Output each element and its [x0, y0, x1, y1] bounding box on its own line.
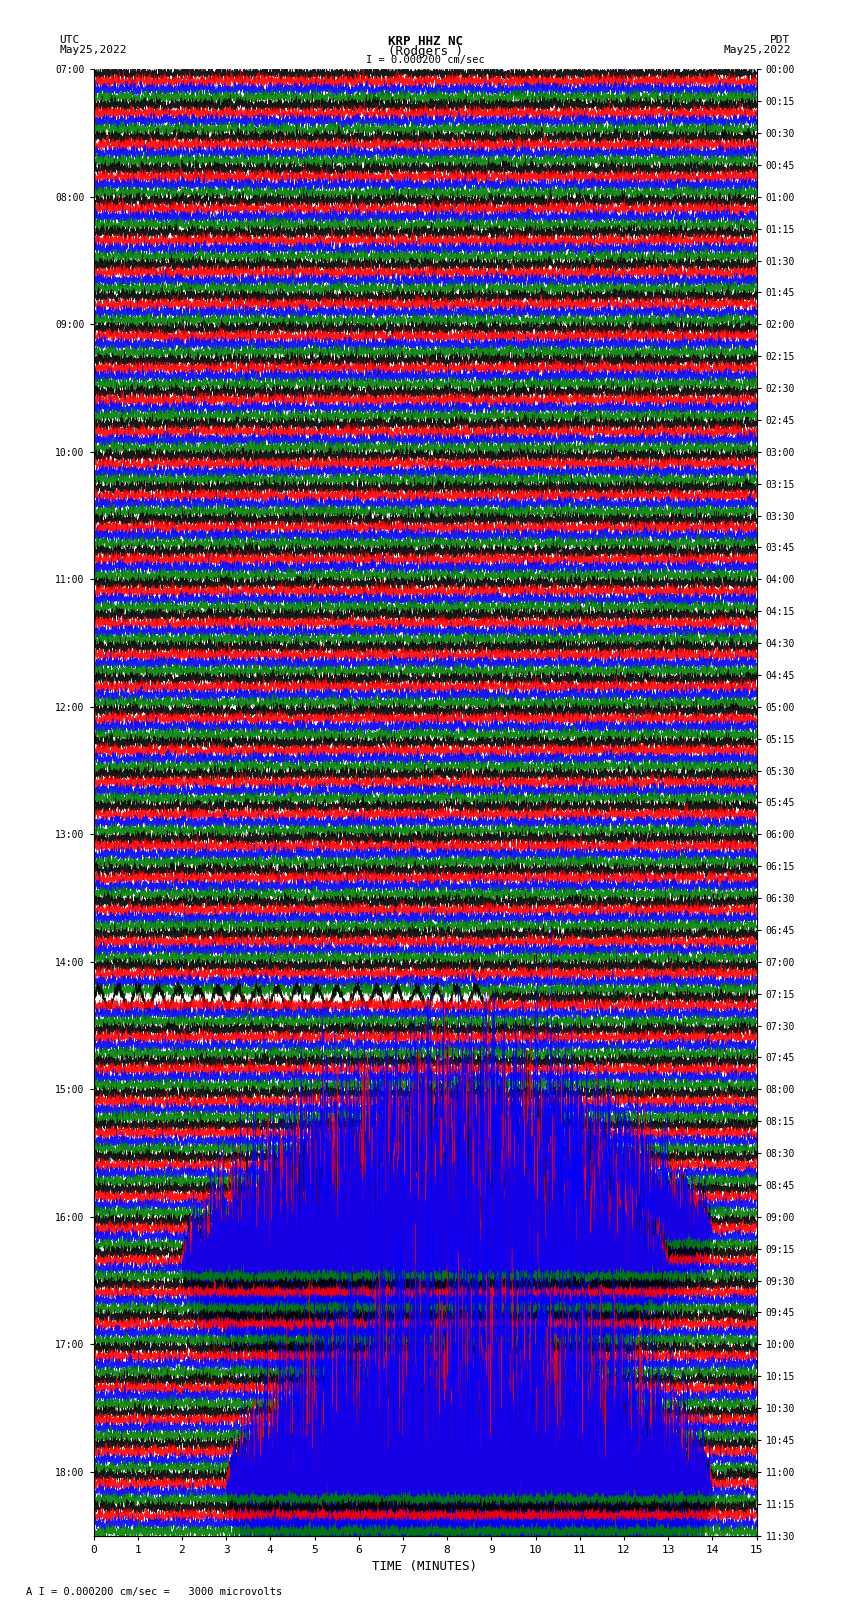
Text: May25,2022: May25,2022	[723, 45, 791, 55]
Text: May25,2022: May25,2022	[60, 45, 127, 55]
Text: A I = 0.000200 cm/sec =   3000 microvolts: A I = 0.000200 cm/sec = 3000 microvolts	[26, 1587, 281, 1597]
Text: (Rodgers ): (Rodgers )	[388, 45, 462, 58]
X-axis label: TIME (MINUTES): TIME (MINUTES)	[372, 1560, 478, 1573]
Text: PDT: PDT	[770, 35, 790, 45]
Text: I = 0.000200 cm/sec: I = 0.000200 cm/sec	[366, 55, 484, 65]
Text: UTC: UTC	[60, 35, 80, 45]
Text: KRP HHZ NC: KRP HHZ NC	[388, 35, 462, 48]
